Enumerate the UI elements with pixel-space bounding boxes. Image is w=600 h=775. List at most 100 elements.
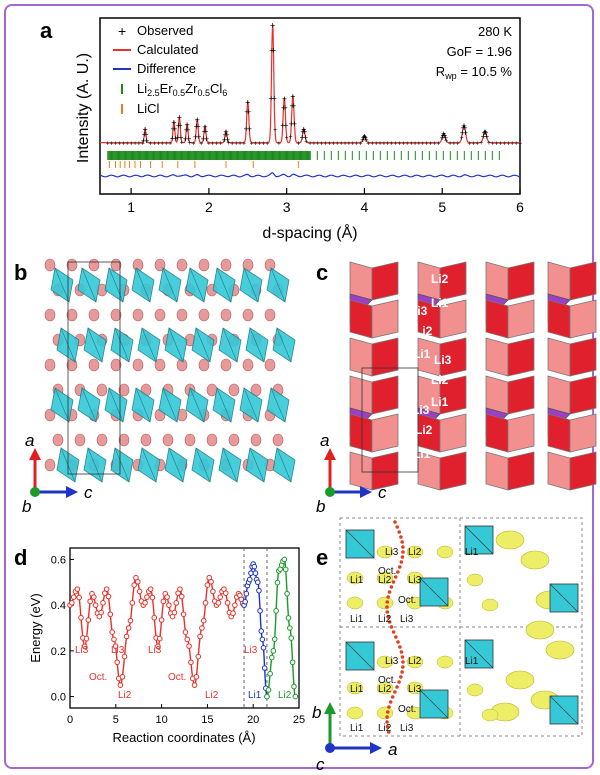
energy-point [243,590,250,597]
observed-point: + [257,141,261,148]
energy-point [288,635,295,641]
diffusion-path [400,555,405,559]
observed-point: + [304,139,308,146]
observed-point: + [444,138,448,145]
energy-point [70,594,77,600]
calculated-curve [100,24,520,144]
observed-point: + [196,132,201,142]
site-label: Oct. [398,595,416,606]
energy-point [284,590,290,597]
li-octahedron [371,261,399,301]
site-label: Oct. [378,566,396,577]
energy-point [92,602,99,608]
observed-point: + [184,125,189,135]
observed-point: + [296,141,300,148]
observed-point: + [106,141,110,148]
axis-c-label: c [84,483,93,502]
observed-point: + [483,128,488,138]
observed-point: + [261,141,265,148]
cl-atom [74,433,86,447]
li-octahedron [349,337,373,377]
observed-point: + [226,140,230,147]
y-tick-label: 0.4 [51,600,66,612]
observed-point: + [506,141,510,148]
observed-point: + [282,94,287,104]
energy-point [248,570,254,576]
diffusion-path [400,540,404,544]
panel-b-axes: a b c [22,431,93,516]
energy-point [98,609,104,616]
diffusion-path [393,690,397,694]
energy-point [147,586,154,592]
panel-e-labels: Li3 Li2 Li1 Oct. Li1 Li2 Li3 Oct. Li1 Li2 Li3 Li3 Li… [350,547,479,734]
panel-label-d: d [14,545,27,570]
energy-point [270,648,277,654]
cl-atom [118,433,130,447]
legend-difference: Difference [137,61,196,76]
energy-point [136,588,143,595]
observed-point: + [291,101,296,111]
li-octahedron [349,413,373,453]
observed-point: + [202,127,207,137]
observed-point: + [170,124,175,134]
energy-point [242,598,248,605]
plot-a-frame [99,17,521,195]
li-site-density [406,655,424,669]
energy-point [193,673,200,680]
li-octahedron [371,337,399,377]
energy-point [171,609,178,616]
energy-point [129,600,136,606]
li-octahedron [569,299,597,339]
observed-point: + [324,141,328,148]
octahedron-edge [168,447,184,483]
energy-point [149,594,156,601]
diffusion-path [399,650,404,654]
observed-point: + [479,140,483,147]
observed-point: + [290,91,295,101]
energy-curve [69,576,245,687]
panel-b-structure [44,258,296,483]
energy-point [204,582,211,588]
observed-point: + [409,141,413,148]
x-tick-label: 5 [438,199,446,215]
octahedron-edge [419,577,449,607]
octahedron-edge [54,387,70,423]
observed-point: + [144,136,149,146]
observed-point: + [461,121,466,131]
energy-point [109,629,115,635]
observed-point: + [421,141,425,148]
li-site-density [466,683,484,697]
observed-point: + [173,134,178,144]
energy-point [156,635,163,642]
diffusion-path [387,705,391,709]
li-site-density [376,596,394,610]
octahedron-edge [216,387,232,423]
unit-cell [361,367,419,473]
li-octahedron [569,451,597,491]
observed-point: + [121,141,125,148]
cl-atom [96,433,108,447]
octahedron-edge [162,387,178,423]
energy-point [224,600,231,606]
octahedron-edge [222,447,238,483]
li-octahedron [569,337,597,377]
energy-point [265,687,272,693]
energy-point [202,600,209,606]
x-tick-label: 10 [155,714,167,726]
y-tick-label: 0.6 [51,554,66,566]
observed-point: + [343,141,347,148]
observed-point: + [168,141,172,148]
energy-point [117,682,124,688]
diffusion-path [391,630,396,634]
plot-d-frame [69,547,300,709]
legend-observed-marker: + [118,23,126,39]
diffusion-path [386,615,391,619]
axis-b-label: b [22,497,31,516]
observed-point: + [222,137,226,144]
density-lobe [545,640,575,660]
observed-point: + [440,135,444,142]
observed-point: + [514,141,518,148]
cl-atom [88,258,100,272]
octahedron-edge [141,447,157,483]
observed-point: + [467,141,471,148]
